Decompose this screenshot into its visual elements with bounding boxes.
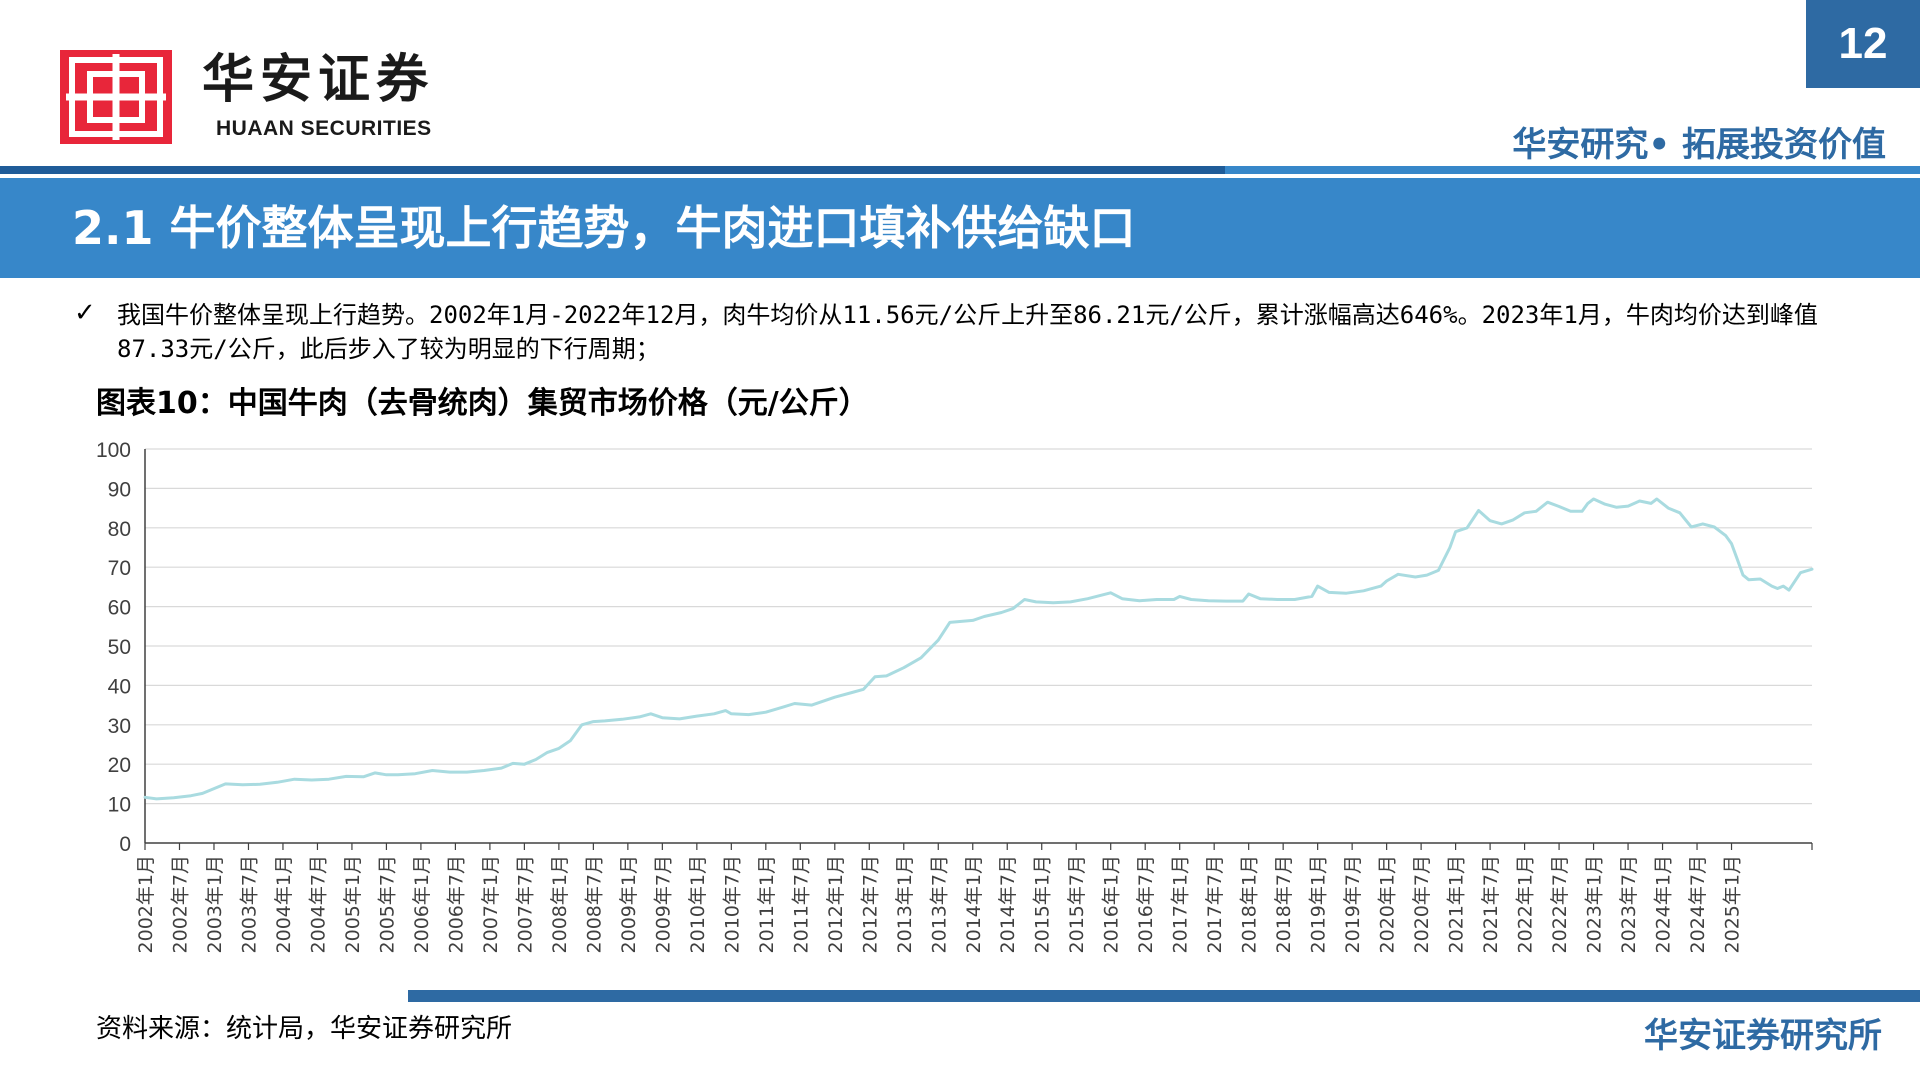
x-tick-label: 2002年1月 [135, 855, 157, 953]
x-tick-label: 2003年1月 [204, 855, 226, 953]
x-tick-label: 2024年7月 [1687, 855, 1709, 953]
page-number: 12 [1806, 0, 1920, 88]
header-divider-light [1225, 166, 1920, 174]
y-tick-label: 50 [108, 636, 131, 659]
check-icon: ✓ [74, 298, 96, 328]
x-tick-label: 2012年1月 [825, 855, 847, 953]
y-tick-label: 100 [96, 439, 131, 462]
y-tick-label: 20 [108, 754, 131, 777]
x-tick-label: 2018年1月 [1239, 855, 1261, 953]
logo-chinese-name: 华安证券 [202, 49, 435, 110]
header-divider-dark [0, 166, 1225, 174]
y-tick-label: 90 [108, 478, 131, 501]
x-tick-label: 2002年7月 [169, 855, 191, 953]
y-tick-label: 30 [108, 715, 131, 738]
x-tick-label: 2010年1月 [687, 855, 709, 953]
x-tick-label: 2013年7月 [928, 855, 950, 953]
x-tick-label: 2012年7月 [859, 855, 881, 953]
chart-gridlines [145, 448, 1812, 805]
x-tick-label: 2021年7月 [1480, 855, 1502, 953]
x-tick-label: 2022年1月 [1515, 855, 1537, 953]
x-tick-label: 2016年1月 [1101, 855, 1123, 953]
x-tick-label: 2011年7月 [790, 855, 812, 953]
figure-title: 图表10：中国牛肉（去骨统肉）集贸市场价格（元/公斤） [96, 386, 869, 421]
x-tick-label: 2025年1月 [1722, 855, 1744, 953]
y-tick-label: 70 [108, 557, 131, 580]
y-tick-label: 40 [108, 675, 131, 698]
x-tick-label: 2013年1月 [894, 855, 916, 953]
section-title-bar [0, 178, 1920, 278]
y-tick-label: 60 [108, 597, 131, 620]
chart-axes [144, 449, 1813, 850]
x-tick-label: 2020年1月 [1377, 855, 1399, 953]
x-tick-label: 2005年7月 [376, 855, 398, 953]
y-tick-label: 10 [108, 794, 131, 817]
y-tick-label: 80 [108, 518, 131, 541]
x-tick-label: 2015年1月 [1032, 855, 1054, 953]
x-tick-label: 2015年7月 [1066, 855, 1088, 953]
x-tick-label: 2010年7月 [721, 855, 743, 953]
x-tick-label: 2023年7月 [1618, 855, 1640, 953]
x-tick-label: 2021年1月 [1446, 855, 1468, 953]
x-tick-label: 2016年7月 [1135, 855, 1157, 953]
x-tick-label: 2004年7月 [307, 855, 329, 953]
x-tick-labels: 2002年1月 2002年7月 2003年1月 2003年7月 2004年1月 2004年… [135, 855, 1744, 953]
x-tick-label: 2014年7月 [997, 855, 1019, 953]
x-tick-label: 2009年7月 [652, 855, 674, 953]
x-tick-label: 2005年1月 [342, 855, 364, 953]
x-tick-label: 2006年7月 [445, 855, 467, 953]
x-tick-label: 2019年1月 [1308, 855, 1330, 953]
footer-brand: 华安证券研究所 [1644, 1016, 1882, 1056]
bullet-text: 我国牛价整体呈现上行趋势。2002年1月-2022年12月，肉牛均价从11.56… [117, 301, 1818, 363]
series-line-beef-price [143, 497, 1814, 801]
source-note: 资料来源：统计局，华安证券研究所 [96, 1014, 513, 1044]
x-tick-label: 2008年7月 [583, 855, 605, 953]
x-tick-label: 2004年1月 [273, 855, 295, 953]
x-tick-label: 2023年1月 [1584, 855, 1606, 953]
x-tick-label: 2009年1月 [618, 855, 640, 953]
header-slogan: 华安研究• 拓展投资价值 [1512, 125, 1886, 165]
x-tick-label: 2007年7月 [514, 855, 536, 953]
logo-english-name: HUAAN SECURITIES [216, 117, 432, 140]
x-tick-label: 2006年1月 [411, 855, 433, 953]
y-tick-labels: 0 10 20 30 40 50 60 70 80 90 100 [96, 439, 131, 856]
x-tick-label: 2019年7月 [1342, 855, 1364, 953]
x-tick-label: 2017年1月 [1170, 855, 1192, 953]
x-tick-label: 2022年7月 [1549, 855, 1571, 953]
x-tick-label: 2014年1月 [963, 855, 985, 953]
x-tick-label: 2011年1月 [756, 855, 778, 953]
x-tick-label: 2008年1月 [549, 855, 571, 953]
x-tick-label: 2017年7月 [1204, 855, 1226, 953]
x-tick-label: 2020年7月 [1411, 855, 1433, 953]
footer-divider [408, 990, 1920, 1002]
x-tick-label: 2007年1月 [480, 855, 502, 953]
section-title: 2.1 牛价整体呈现上行趋势，牛肉进口填补供给缺口 [72, 201, 1136, 255]
x-tick-label: 2024年1月 [1653, 855, 1675, 953]
chart-series [143, 497, 1814, 801]
x-tick-label: 2003年7月 [238, 855, 260, 953]
logo-icon [60, 50, 172, 144]
y-tick-label: 0 [119, 833, 131, 856]
x-tick-label: 2018年7月 [1273, 855, 1295, 953]
